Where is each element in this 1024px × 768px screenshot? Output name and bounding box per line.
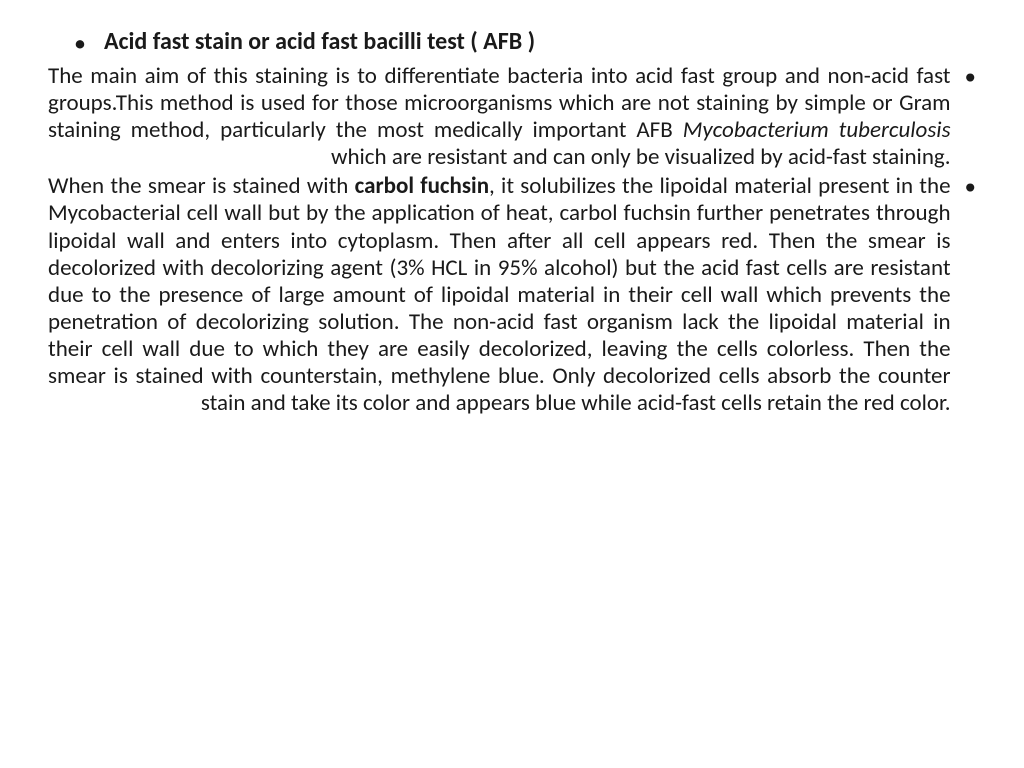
slide-title: Acid fast stain or acid fast bacilli tes… bbox=[104, 28, 535, 57]
paragraph-1-row: The main aim of this staining is to diff… bbox=[48, 63, 976, 172]
title-row: • Acid fast stain or acid fast bacilli t… bbox=[48, 28, 976, 59]
bullet-icon: • bbox=[74, 30, 86, 59]
bullet-icon: • bbox=[965, 174, 976, 201]
paragraph-1: The main aim of this staining is to diff… bbox=[48, 63, 951, 172]
paragraph-2: When the smear is stained with carbol fu… bbox=[48, 173, 951, 417]
para2-bold-term: carbol fuchsin bbox=[355, 172, 489, 200]
para1-text-post: which are resistant and can only be visu… bbox=[331, 143, 951, 171]
paragraph-2-row: When the smear is stained with carbol fu… bbox=[48, 173, 976, 417]
bullet-icon: • bbox=[965, 64, 976, 91]
para2-text-pre: When the smear is stained with bbox=[48, 172, 355, 200]
para2-text-post: , it solubilizes the lipoidal material p… bbox=[48, 172, 951, 417]
slide-content: • Acid fast stain or acid fast bacilli t… bbox=[48, 28, 976, 417]
para1-italic-term: Mycobacterium tuberculosis bbox=[683, 116, 951, 144]
